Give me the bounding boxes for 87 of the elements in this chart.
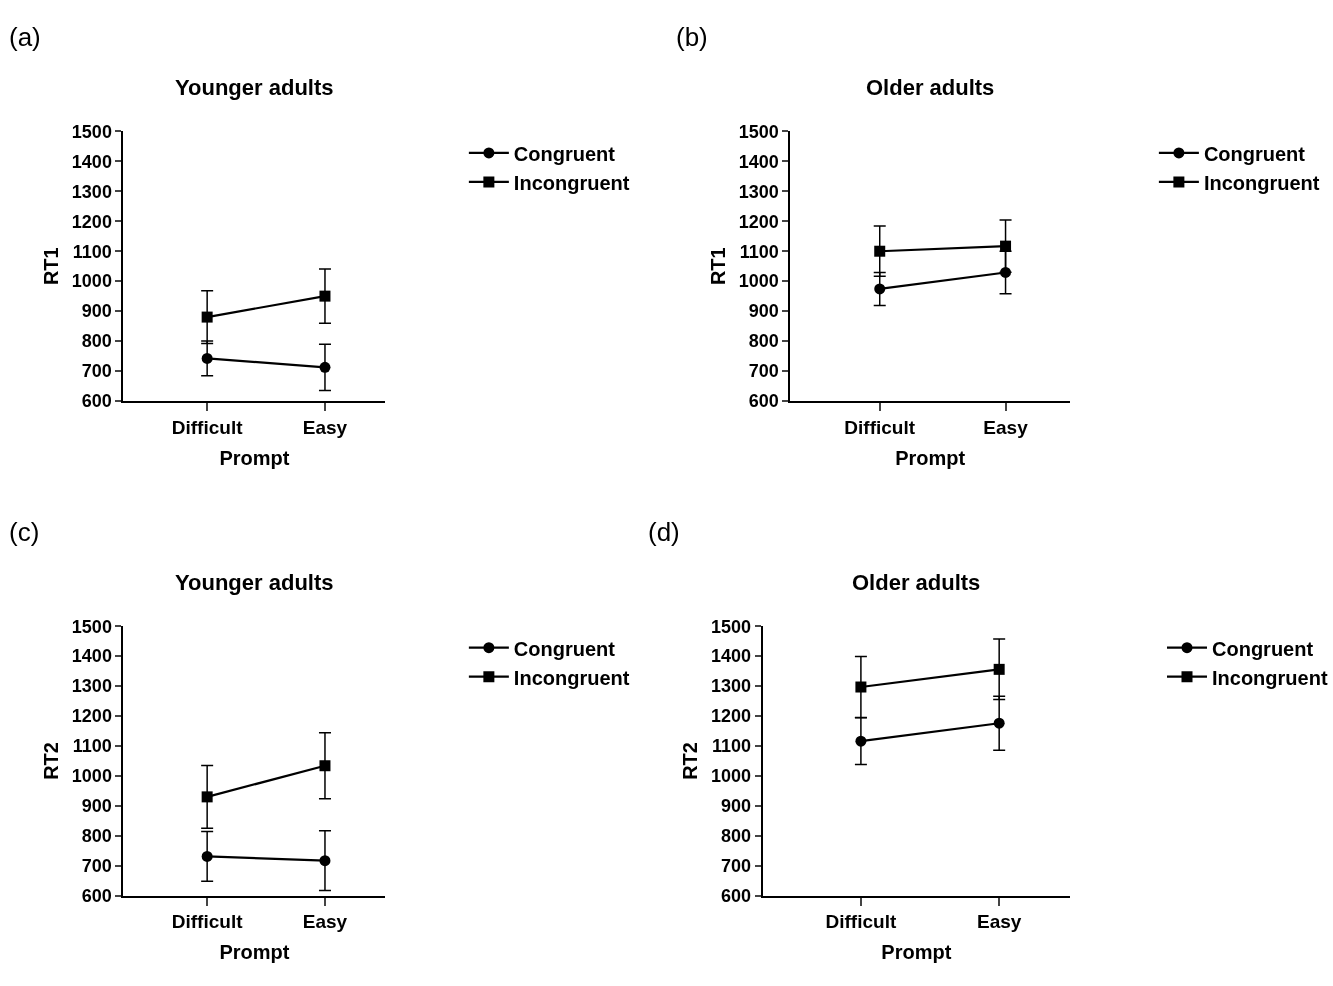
y-tick-label: 600: [748, 391, 779, 412]
point: [201, 791, 213, 803]
y-tick-label: 1300: [738, 181, 779, 202]
y-tick-label: 800: [748, 331, 779, 352]
y-tick-label: 1200: [738, 211, 779, 232]
point: [319, 855, 331, 867]
point: [874, 245, 886, 257]
legend-label: Congruent: [1203, 142, 1306, 165]
point: [855, 735, 867, 747]
y-tick-label: 600: [81, 391, 112, 412]
point: [201, 850, 213, 862]
y-axis-title: RT2: [679, 742, 702, 780]
y-tick-label: 1000: [711, 766, 752, 787]
y-tick-label: 900: [721, 796, 752, 817]
x-tick-label: Easy: [976, 911, 1022, 933]
point: [874, 283, 886, 295]
y-tick-label: 1000: [71, 766, 112, 787]
y-tick-label: 1300: [711, 676, 752, 697]
legend-label: Incongruent: [513, 171, 630, 194]
y-tick-label: 1500: [738, 121, 779, 142]
y-tick-label: 800: [81, 826, 112, 847]
point: [1000, 240, 1012, 252]
y-tick-label: 800: [721, 826, 752, 847]
x-tick-label: Easy: [302, 416, 348, 438]
x-tick-label: Difficult: [171, 416, 244, 438]
y-tick-label: 600: [721, 885, 752, 906]
y-axis-title: RT1: [39, 247, 62, 286]
point: [855, 681, 867, 693]
point: [319, 361, 331, 373]
y-tick-label: 1200: [71, 706, 112, 727]
chart-title: Younger adults: [175, 570, 334, 595]
point: [319, 760, 331, 772]
y-tick-label: 1400: [71, 151, 112, 172]
x-tick-label: Difficult: [825, 911, 897, 933]
x-tick-label: Difficult: [844, 416, 916, 438]
point: [201, 311, 213, 323]
chart-title: Older adults: [866, 75, 995, 100]
x-tick-label: Easy: [983, 416, 1029, 438]
x-axis-title: Prompt: [219, 941, 290, 964]
legend-label: Incongruent: [513, 666, 630, 689]
text: (d): [648, 517, 680, 547]
x-axis-title: Prompt: [895, 446, 966, 469]
chart-title: Older adults: [852, 570, 981, 595]
text: (a): [9, 22, 41, 52]
y-axis-title: RT2: [39, 742, 62, 780]
y-tick-label: 1100: [72, 736, 112, 757]
point: [319, 290, 331, 302]
y-tick-label: 900: [81, 796, 112, 817]
y-tick-label: 1200: [711, 706, 752, 727]
y-tick-label: 1000: [738, 271, 779, 292]
legend-label: Congruent: [513, 142, 616, 165]
y-tick-label: 700: [81, 361, 112, 382]
y-tick-label: 1300: [71, 181, 112, 202]
text: (c): [9, 517, 40, 547]
x-axis-title: Prompt: [881, 941, 952, 964]
x-tick-label: Difficult: [171, 911, 244, 933]
y-tick-label: 900: [748, 301, 779, 322]
x-axis-title: Prompt: [219, 446, 290, 469]
y-tick-label: 1400: [711, 646, 752, 667]
point: [993, 717, 1005, 729]
chart-title: Younger adults: [175, 75, 334, 100]
y-tick-label: 1500: [711, 616, 752, 637]
y-tick-label: 700: [721, 856, 752, 877]
y-tick-label: 1000: [71, 271, 112, 292]
y-tick-label: 1400: [738, 151, 779, 172]
y-axis-title: RT1: [706, 247, 729, 286]
legend-label: Congruent: [513, 637, 616, 660]
legend-label: Incongruent: [1212, 666, 1328, 689]
y-tick-label: 1400: [71, 646, 112, 667]
y-tick-label: 700: [81, 856, 112, 877]
point: [993, 663, 1005, 675]
legend-label: Congruent: [1212, 637, 1314, 660]
point: [201, 352, 213, 364]
y-tick-label: 800: [81, 331, 112, 352]
y-tick-label: 1200: [71, 211, 112, 232]
x-tick-label: Easy: [302, 911, 348, 933]
legend-label: Incongruent: [1203, 171, 1320, 194]
y-tick-label: 1500: [71, 616, 112, 637]
y-tick-label: 1300: [71, 676, 112, 697]
text: (b): [676, 22, 708, 52]
y-tick-label: 700: [748, 361, 779, 382]
y-tick-label: 900: [81, 301, 112, 322]
y-tick-label: 600: [81, 885, 112, 906]
y-tick-label: 1100: [712, 736, 752, 757]
y-tick-label: 1100: [72, 241, 112, 262]
y-tick-label: 1100: [739, 241, 779, 262]
y-tick-label: 1500: [71, 121, 112, 142]
